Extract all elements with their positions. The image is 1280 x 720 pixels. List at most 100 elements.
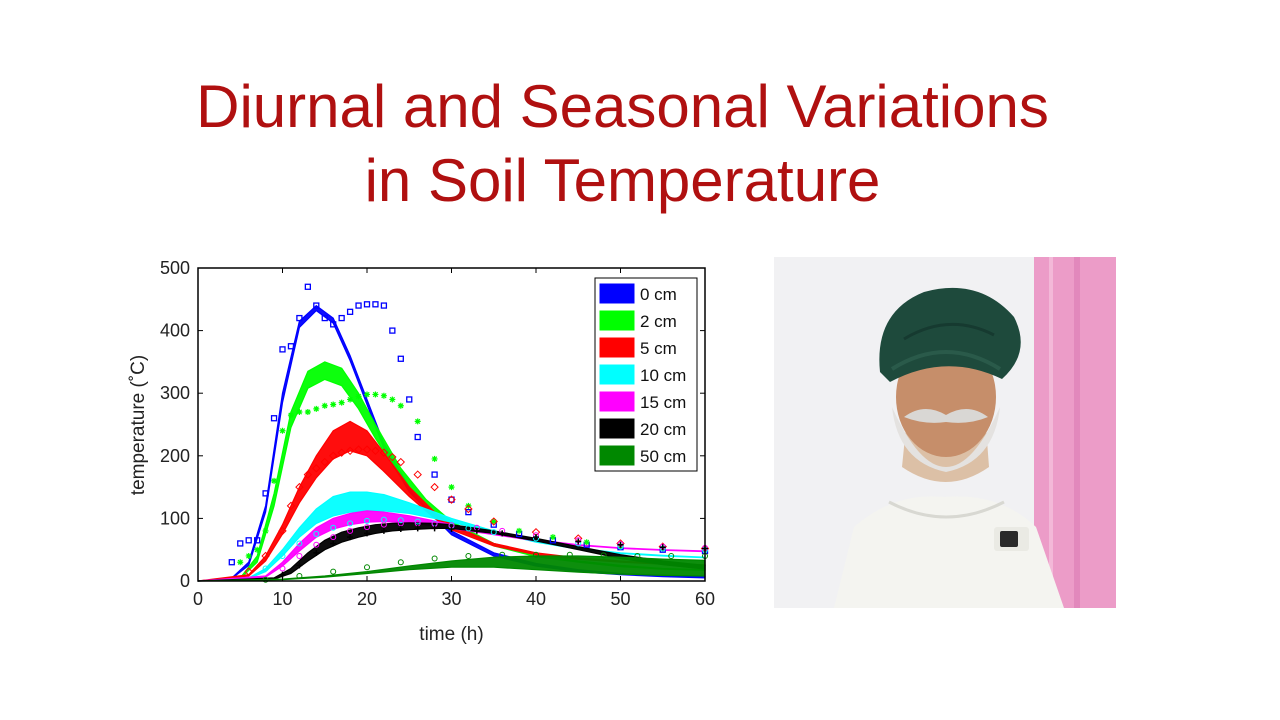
point-2-2 xyxy=(278,526,287,536)
legend-label-1: 2 cm xyxy=(640,312,677,331)
legend-swatch-0 xyxy=(599,283,635,304)
observed-markers xyxy=(228,283,710,583)
point-2-14 xyxy=(379,448,389,457)
legend-swatch-5 xyxy=(599,418,635,439)
point-0-2 xyxy=(245,537,252,544)
point-2-12 xyxy=(362,445,372,454)
point-2-7 xyxy=(320,457,329,467)
point-1-5 xyxy=(279,427,286,434)
point-5-7 xyxy=(397,526,404,533)
point-5-6 xyxy=(380,527,387,534)
point-1-15 xyxy=(364,391,370,398)
point-6-1 xyxy=(296,572,303,579)
point-6-12 xyxy=(668,552,675,559)
legend-label-6: 50 cm xyxy=(640,447,686,466)
point-6-9 xyxy=(566,551,573,558)
point-3-5 xyxy=(347,520,354,527)
legend-label-4: 15 cm xyxy=(640,393,686,412)
point-1-18 xyxy=(389,396,396,403)
point-1-20 xyxy=(414,418,421,425)
point-0-4 xyxy=(262,490,269,497)
point-1-21 xyxy=(431,455,438,462)
slide-title-line-1: Diurnal and Seasonal Variations xyxy=(196,73,1049,140)
point-0-11 xyxy=(321,314,328,322)
y-tick-label-4: 400 xyxy=(160,321,190,341)
point-5-2 xyxy=(313,549,320,556)
point-1-12 xyxy=(338,399,345,406)
point-2-13 xyxy=(371,446,380,455)
point-2-4 xyxy=(295,482,304,492)
x-tick-label-5: 50 xyxy=(610,589,630,609)
point-0-23 xyxy=(431,471,438,478)
point-3-13 xyxy=(490,529,497,536)
y-tick-label-3: 300 xyxy=(160,383,190,403)
x-axis-label: time (h) xyxy=(419,624,483,645)
point-4-3 xyxy=(330,534,337,541)
point-0-12 xyxy=(330,321,337,328)
point-5-10 xyxy=(448,526,455,533)
point-1-24 xyxy=(490,518,497,525)
x-tick-label-0: 0 xyxy=(193,589,203,609)
legend-swatch-2 xyxy=(599,337,635,358)
point-0-21 xyxy=(406,396,413,403)
point-4-6 xyxy=(380,521,387,528)
point-1-22 xyxy=(448,484,455,491)
point-0-14 xyxy=(346,308,354,315)
point-0-0 xyxy=(228,559,235,566)
point-2-15 xyxy=(388,452,397,462)
point-6-11 xyxy=(634,552,641,559)
point-2-10 xyxy=(345,446,355,455)
legend-swatch-3 xyxy=(599,364,635,385)
point-5-1 xyxy=(296,562,303,569)
point-4-2 xyxy=(313,541,320,548)
point-1-10 xyxy=(321,402,328,409)
point-2-19 xyxy=(447,495,456,504)
point-2-20 xyxy=(464,504,473,514)
point-5-5 xyxy=(364,530,370,537)
point-0-15 xyxy=(355,302,362,309)
point-3-9 xyxy=(414,518,421,525)
legend-swatch-6 xyxy=(599,445,635,466)
point-0-8 xyxy=(296,314,303,322)
point-1-7 xyxy=(296,408,303,415)
point-1-19 xyxy=(397,402,404,409)
point-4-5 xyxy=(364,524,370,531)
point-0-22 xyxy=(414,433,421,441)
y-axis-label: temperature (˚C) xyxy=(128,355,149,495)
point-1-0 xyxy=(237,559,244,566)
x-tick-label-4: 40 xyxy=(526,589,546,609)
point-6-3 xyxy=(364,564,370,571)
y-tick-label-1: 100 xyxy=(160,508,190,528)
point-3-6 xyxy=(364,517,370,524)
speaker-photo xyxy=(774,257,1116,608)
point-5-11 xyxy=(473,527,480,534)
point-0-17 xyxy=(372,301,379,308)
legend-swatch-1 xyxy=(599,310,635,331)
point-5-16 xyxy=(659,544,666,551)
point-5-15 xyxy=(617,541,624,548)
point-1-1 xyxy=(245,552,252,559)
legend-swatch-4 xyxy=(599,391,635,412)
point-0-20 xyxy=(397,355,404,362)
point-0-9 xyxy=(304,283,312,290)
point-2-6 xyxy=(312,464,321,473)
slide-title: Diurnal and Seasonal Variations in Soil … xyxy=(0,70,1245,218)
point-3-4 xyxy=(330,524,337,531)
y-tick-label-2: 200 xyxy=(160,446,190,466)
point-6-5 xyxy=(431,555,438,562)
point-0-18 xyxy=(380,302,388,309)
axis-ticks: 0 10 20 30 40 50 60 0 100 200 300 400 500 xyxy=(160,258,715,609)
point-1-25 xyxy=(516,527,523,534)
x-tick-label-1: 10 xyxy=(272,589,292,609)
point-5-9 xyxy=(431,525,438,532)
point-6-7 xyxy=(499,551,506,558)
x-tick-label-6: 60 xyxy=(695,589,715,609)
x-tick-label-2: 20 xyxy=(357,589,377,609)
x-tick-label-3: 30 xyxy=(441,589,461,609)
point-2-18 xyxy=(430,482,439,492)
slide-title-line-2: in Soil Temperature xyxy=(364,147,881,214)
point-1-27 xyxy=(583,539,590,546)
point-2-1 xyxy=(261,551,270,561)
point-3-12 xyxy=(465,525,472,532)
point-2-5 xyxy=(303,470,313,479)
